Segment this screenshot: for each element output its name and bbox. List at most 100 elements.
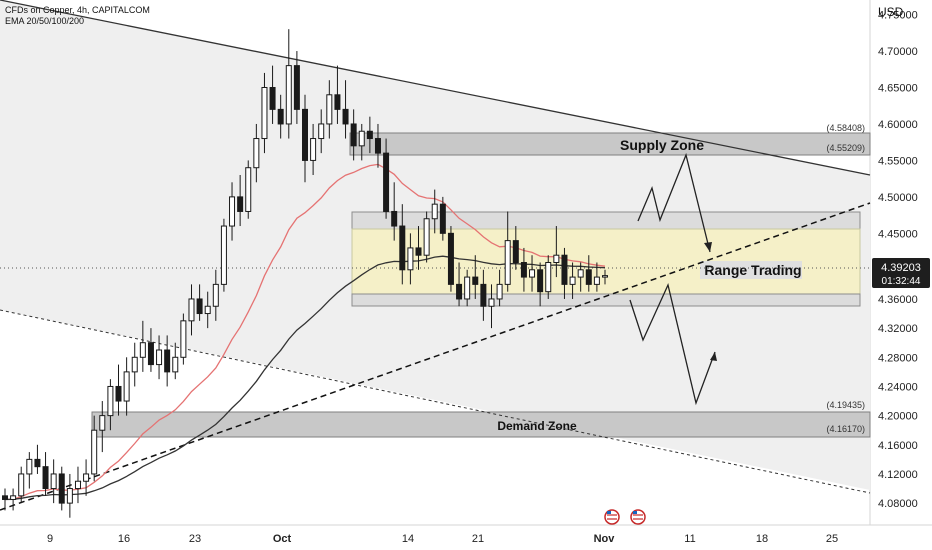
- candle: [302, 94, 308, 183]
- us-flag-icon[interactable]: [630, 509, 646, 525]
- candle-body: [439, 203, 446, 234]
- candle: [415, 226, 422, 270]
- candle: [26, 452, 33, 489]
- candle-body: [91, 429, 98, 475]
- candle-body: [293, 65, 300, 110]
- candle: [10, 488, 17, 511]
- demand-zone-label: Demand Zone: [497, 419, 577, 433]
- candle: [188, 284, 195, 336]
- current-price-tag: [872, 258, 930, 288]
- candle-body: [399, 225, 406, 271]
- candle: [602, 269, 608, 285]
- candle-body: [472, 276, 479, 285]
- candle-body: [447, 232, 454, 285]
- time-tick-label: 16: [118, 533, 130, 545]
- candle: [139, 320, 146, 372]
- candle: [496, 269, 503, 307]
- candle-body: [66, 488, 73, 504]
- currency-label[interactable]: USD: [878, 5, 904, 19]
- candle-body: [131, 356, 138, 373]
- candle-body: [391, 210, 398, 227]
- candle-body: [480, 283, 487, 307]
- candle-body: [164, 349, 171, 373]
- candle: [83, 459, 90, 496]
- time-tick-label: 25: [826, 533, 838, 545]
- candle: [480, 269, 487, 321]
- candle-body: [180, 320, 187, 358]
- price-tick-label: 4.20000: [878, 411, 918, 423]
- candle: [180, 313, 187, 365]
- candle: [391, 182, 398, 241]
- price-tick-label: 4.32000: [878, 323, 918, 335]
- candle-body: [423, 218, 430, 256]
- supply-bottom-label: (4.55209): [826, 143, 865, 153]
- candle-body: [269, 87, 276, 110]
- candle: [326, 80, 333, 139]
- candle-body: [366, 130, 373, 140]
- candle-body: [407, 247, 414, 271]
- candle: [50, 459, 57, 504]
- time-tick-label: 11: [684, 533, 695, 545]
- candle-body: [123, 371, 130, 402]
- candle: [204, 291, 211, 329]
- candle: [512, 226, 519, 270]
- candle: [537, 262, 544, 307]
- candle: [220, 218, 227, 292]
- price-tick-label: 4.36000: [878, 294, 918, 306]
- price-tick-label: 4.70000: [878, 46, 918, 58]
- candle: [107, 379, 114, 431]
- candle-body: [358, 130, 365, 147]
- price-tick-label: 4.08000: [878, 498, 918, 510]
- ascending-dashed-trendline[interactable]: [0, 202, 871, 511]
- candle-body: [545, 262, 552, 293]
- time-tick-label: 18: [756, 533, 768, 545]
- candle-body: [374, 138, 381, 154]
- candle: [342, 80, 349, 139]
- time-tick-label: Nov: [594, 533, 616, 545]
- lower-dotted-trendline[interactable]: [0, 309, 871, 494]
- price-axis-ticks: 4.75000 4.70000 4.65000 4.60000 4.55000 4.500…: [878, 10, 918, 511]
- candle-body: [529, 269, 536, 278]
- candle-body: [504, 240, 511, 285]
- current-price-value: 4.39203: [881, 262, 921, 274]
- demand-bottom-label: (4.16170): [826, 424, 865, 434]
- candle: [293, 51, 300, 124]
- candle-body: [602, 275, 608, 278]
- candle: [156, 335, 163, 380]
- indicator-legend[interactable]: EMA 20/50/100/200: [5, 16, 84, 26]
- us-flag-icon[interactable]: [604, 509, 620, 525]
- candle-body: [577, 269, 584, 278]
- candle: [123, 357, 130, 416]
- candle: [74, 466, 81, 504]
- candle-body: [569, 276, 576, 285]
- candle: [366, 116, 373, 154]
- candle: [456, 262, 463, 307]
- candle: [529, 255, 536, 292]
- range-bottom-band: [351, 293, 861, 307]
- candle-body: [496, 283, 503, 300]
- candle: [407, 233, 414, 285]
- candle: [66, 473, 73, 518]
- candle-body: [26, 458, 33, 475]
- candle: [504, 211, 511, 292]
- bearish-projection-path: [629, 283, 716, 406]
- candle-body: [512, 240, 519, 263]
- candle: [147, 328, 154, 372]
- candle: [350, 109, 357, 161]
- candle: [545, 255, 552, 299]
- candle: [269, 65, 276, 124]
- candle: [261, 72, 268, 154]
- candle-body: [107, 385, 114, 417]
- candle-body: [277, 108, 284, 125]
- candle: [569, 262, 576, 299]
- candle-body: [204, 305, 211, 315]
- candle: [358, 123, 365, 161]
- candle-body: [488, 298, 495, 307]
- candle: [310, 123, 317, 175]
- candle-body: [2, 495, 8, 500]
- descending-trendline[interactable]: [0, 0, 871, 176]
- candle-body: [285, 65, 292, 125]
- candle-body: [561, 254, 568, 285]
- candle: [172, 342, 179, 380]
- candle: [245, 160, 252, 219]
